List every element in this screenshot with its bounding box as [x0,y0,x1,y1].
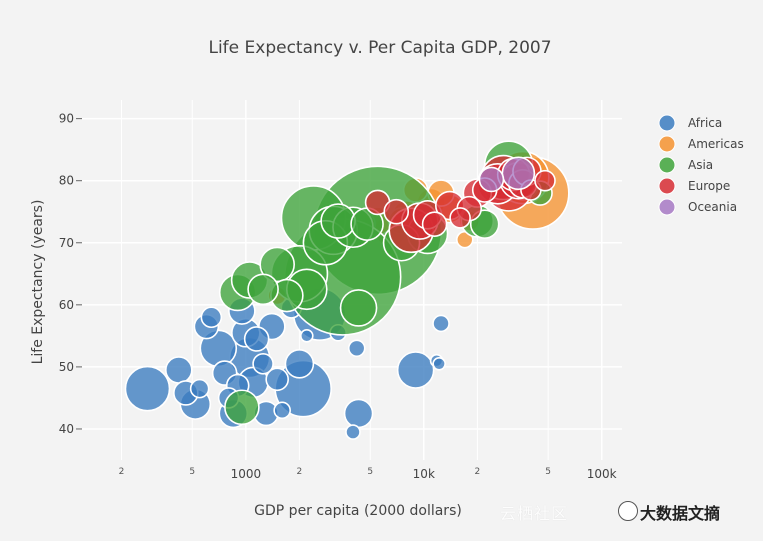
data-point-africa[interactable] [284,348,315,379]
data-point-oceania[interactable] [501,156,536,191]
data-point-africa[interactable] [347,339,366,358]
x-tick-label-major: 1000 [231,467,262,481]
legend-swatch [658,198,676,216]
data-point-europe[interactable] [421,211,448,237]
plot-area [124,140,570,440]
data-point-asia[interactable] [339,289,378,327]
series-oceania [478,156,536,193]
data-point-africa[interactable] [252,352,274,375]
x-tick-label-minor: 5 [367,467,373,477]
y-tick-label: 70 [59,236,74,250]
x-tick-label-minor: 5 [189,467,195,477]
legend-label: Asia [688,158,713,172]
y-axis-label: Life Expectancy (years) [30,200,46,365]
data-point-asia[interactable] [247,273,279,306]
legend-label: Oceania [688,200,737,214]
x-tick-label-minor: 2 [474,467,480,477]
legend-item-africa[interactable]: Africa [658,114,722,132]
data-point-oceania[interactable] [478,166,505,193]
y-tick-label: 50 [59,360,74,374]
legend-swatch [658,114,676,132]
legend-label: Africa [688,116,722,130]
x-tick-label-major: 100k [587,467,617,481]
data-point-africa[interactable] [396,351,435,389]
data-point-africa[interactable] [432,314,450,333]
series-europe [364,154,556,254]
data-point-europe[interactable] [534,169,556,192]
chart-title: Life Expectancy v. Per Capita GDP, 2007 [208,38,551,58]
legend-item-oceania[interactable]: Oceania [658,198,737,216]
y-tick-label: 40 [59,422,74,436]
data-point-asia[interactable] [259,246,295,283]
x-axis-label: GDP per capita (2000 dollars) [254,503,462,519]
data-point-africa[interactable] [124,365,171,412]
data-point-africa[interactable] [273,401,291,420]
data-point-africa[interactable] [345,424,361,440]
legend-item-asia[interactable]: Asia [658,156,713,174]
legend-swatch [658,156,676,174]
legend-swatch [658,177,676,195]
y-tick-label: 60 [59,298,74,312]
data-point-africa[interactable] [265,367,289,392]
legend-swatch [658,135,676,153]
legend-item-europe[interactable]: Europe [658,177,730,195]
data-point-africa[interactable] [200,306,223,329]
watermark-logo-icon [618,501,638,521]
x-tick-label-major: 10k [413,467,435,481]
x-tick-label-minor: 5 [545,467,551,477]
data-point-asia[interactable] [224,389,260,426]
data-point-africa[interactable] [432,356,446,371]
data-point-europe[interactable] [383,198,410,225]
data-point-asia[interactable] [320,203,356,239]
data-point-europe[interactable] [449,207,471,229]
data-point-africa[interactable] [165,356,193,384]
data-markers [124,140,570,440]
legend-label: Americas [688,137,744,151]
data-point-africa[interactable] [189,378,210,399]
y-tick-label: 80 [59,174,74,188]
legend-label: Europe [688,179,730,193]
data-point-africa[interactable] [299,329,314,343]
axis-ticks: 40 50 60 70 80 90 1000 10k 100k 2 5 2 5 2 5 [59,112,617,481]
legend: Africa Americas Asia Europe Oceania [658,114,744,216]
x-tick-label-minor: 2 [297,467,303,477]
x-tick-label-minor: 2 [119,467,125,477]
legend-item-americas[interactable]: Americas [658,135,744,153]
y-tick-label: 90 [59,112,74,126]
watermark-text: 云栖社区 [500,504,569,523]
data-point-africa[interactable] [243,326,270,352]
data-point-africa[interactable] [343,398,374,429]
watermark-brand: 大数据文摘 [640,504,721,523]
